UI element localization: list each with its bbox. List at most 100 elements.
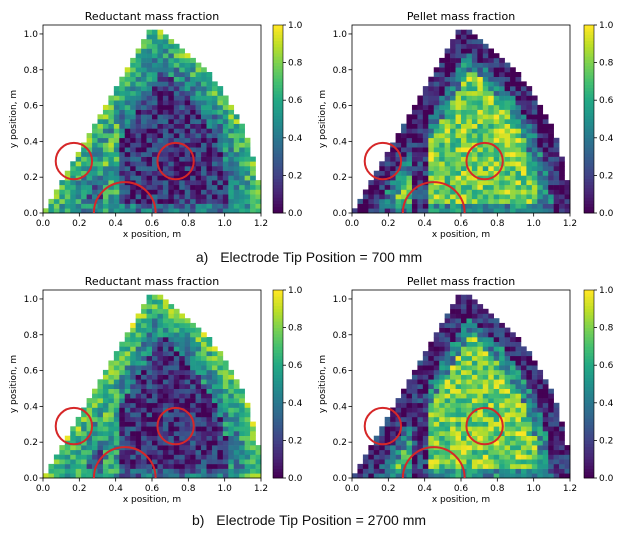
heatmap-cell xyxy=(531,445,538,451)
heatmap-cell xyxy=(119,76,126,82)
heatmap-cell xyxy=(515,473,522,479)
heatmap-cell xyxy=(488,351,494,357)
heatmap-cell xyxy=(141,151,147,157)
heatmap-cell xyxy=(184,123,191,129)
heatmap-cell xyxy=(135,454,142,460)
heatmap-cell xyxy=(461,48,467,54)
colorbar-swatch xyxy=(584,147,594,151)
colorbar-swatch xyxy=(584,424,594,429)
heatmap-cell xyxy=(168,123,175,129)
heatmap-cell xyxy=(217,449,224,455)
heatmap-cell xyxy=(466,123,473,129)
heatmap-cell xyxy=(184,95,191,101)
heatmap-cell xyxy=(488,72,494,77)
heatmap-cell xyxy=(439,426,445,432)
heatmap-cell xyxy=(477,189,484,195)
heatmap-cell xyxy=(520,473,527,479)
heatmap-cell xyxy=(141,39,147,45)
heatmap-cell xyxy=(395,440,402,446)
heatmap-cell xyxy=(146,76,153,82)
heatmap-cell xyxy=(477,90,484,96)
heatmap-cell xyxy=(108,170,115,176)
heatmap-cell xyxy=(422,369,429,375)
heatmap-cell xyxy=(477,407,484,413)
heatmap-cell xyxy=(515,198,522,204)
heatmap-cell xyxy=(119,90,126,96)
heatmap-cell xyxy=(488,318,494,324)
heatmap-cell xyxy=(211,445,218,451)
heatmap-cell xyxy=(75,416,82,422)
heatmap-cell xyxy=(244,435,251,441)
heatmap-cell xyxy=(477,402,484,408)
colorbar-tick-label: 0.0 xyxy=(288,209,303,219)
colorbar-swatch xyxy=(273,56,283,60)
heatmap-cell xyxy=(135,416,142,422)
heatmap-cell xyxy=(368,180,375,186)
heatmap-cell xyxy=(428,431,435,436)
heatmap-cell xyxy=(542,194,549,200)
heatmap-cell xyxy=(510,407,516,413)
heatmap-cell xyxy=(422,95,429,101)
heatmap-cell xyxy=(157,90,164,96)
heatmap-cell xyxy=(444,48,451,54)
heatmap-cell xyxy=(184,119,191,124)
heatmap-cell xyxy=(157,468,164,474)
heatmap-cell xyxy=(146,412,153,418)
heatmap-cell xyxy=(461,43,467,49)
heatmap-cell xyxy=(515,156,522,162)
heatmap-cell xyxy=(406,440,413,446)
heatmap-cell xyxy=(450,435,456,441)
heatmap-cell xyxy=(173,62,180,68)
heatmap-cell xyxy=(466,104,473,110)
heatmap-cell xyxy=(244,147,251,153)
heatmap-cell xyxy=(455,194,462,200)
heatmap-cell xyxy=(482,374,489,380)
heatmap-cell xyxy=(417,142,424,148)
heatmap-cell xyxy=(168,189,175,195)
heatmap-cell xyxy=(384,156,391,162)
heatmap-cell xyxy=(113,473,120,479)
heatmap-cell xyxy=(141,203,147,209)
heatmap-cell xyxy=(179,76,185,82)
heatmap-cell xyxy=(461,184,467,190)
heatmap-cell xyxy=(548,459,554,465)
heatmap-cell xyxy=(493,379,500,385)
heatmap-cell xyxy=(548,473,554,479)
heatmap-cell xyxy=(466,114,473,120)
heatmap-cell xyxy=(206,184,213,190)
heatmap-cell xyxy=(444,426,451,432)
heatmap-cell xyxy=(461,147,467,153)
heatmap-cell xyxy=(510,445,516,451)
heatmap-cell xyxy=(146,294,153,300)
heatmap-cell xyxy=(417,119,424,124)
heatmap-cell xyxy=(222,189,229,195)
heatmap-cell xyxy=(168,151,175,157)
heatmap-cell xyxy=(428,454,435,460)
heatmap-cell xyxy=(373,203,380,209)
heatmap-cell xyxy=(482,379,489,385)
heatmap-cell xyxy=(450,318,456,324)
heatmap-cell xyxy=(406,473,413,479)
heatmap-cell xyxy=(482,147,489,153)
heatmap-cell xyxy=(537,379,544,385)
heatmap-cell xyxy=(477,449,484,455)
heatmap-cell xyxy=(482,318,489,324)
heatmap-cell xyxy=(70,184,76,190)
heatmap-cell xyxy=(141,123,147,129)
heatmap-cell xyxy=(162,473,169,479)
heatmap-cell xyxy=(515,208,522,214)
heatmap-cell xyxy=(471,48,478,54)
heatmap-cell xyxy=(228,170,235,176)
heatmap-cell xyxy=(564,463,571,469)
heatmap-cell xyxy=(168,454,175,460)
heatmap-cell xyxy=(542,184,549,190)
heatmap-cell xyxy=(477,161,484,167)
heatmap-cell xyxy=(406,445,413,451)
colorbar-swatch xyxy=(273,181,283,186)
heatmap-cell xyxy=(379,431,385,436)
heatmap-cell xyxy=(482,189,489,195)
heatmap-cell xyxy=(146,351,153,357)
heatmap-cell xyxy=(168,412,175,418)
heatmap-cell xyxy=(146,440,153,446)
heatmap-cell xyxy=(152,57,158,63)
